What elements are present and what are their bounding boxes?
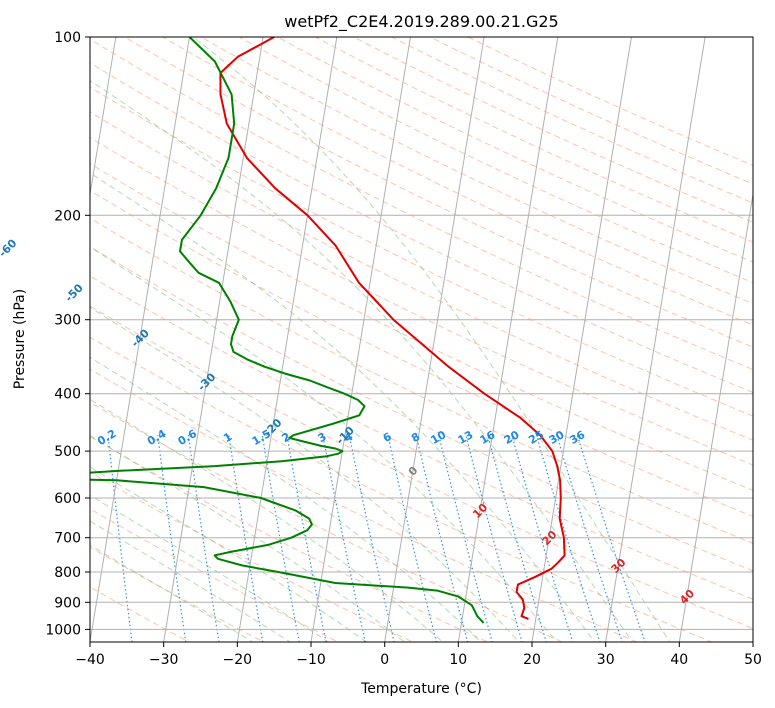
y-tick-label: 200 xyxy=(54,208,81,224)
dry-adiabat xyxy=(90,508,340,642)
series-layer xyxy=(90,37,566,624)
isotherm xyxy=(605,37,706,642)
mixing-ratio-line xyxy=(438,435,493,642)
isotherm xyxy=(457,37,559,642)
dry-adiabat xyxy=(90,163,753,491)
y-tick-label: 100 xyxy=(54,30,81,46)
dry-adiabat xyxy=(90,401,564,642)
moist-adiabat xyxy=(90,466,368,642)
mixing-ratio-line xyxy=(261,435,300,642)
x-axis-label: Temperature (°C) xyxy=(360,681,482,697)
isotherm xyxy=(310,37,411,642)
dry-adiabat xyxy=(90,275,753,600)
y-tick-label: 900 xyxy=(54,595,81,611)
isotherm xyxy=(531,37,632,642)
mixing-ratio-line xyxy=(157,435,187,642)
y-tick-label: 700 xyxy=(54,531,81,547)
y-tick-label: 500 xyxy=(54,444,81,460)
y-tick-label: 400 xyxy=(54,387,81,403)
moist-adiabat xyxy=(90,520,292,642)
x-tick-label: −10 xyxy=(296,652,326,668)
dry-adiabat xyxy=(199,37,753,305)
moist-adiabat xyxy=(90,246,558,642)
x-tick-label: −30 xyxy=(149,652,179,668)
y-axis-label: Pressure (hPa) xyxy=(12,289,28,389)
y-tick-label: 300 xyxy=(54,313,81,329)
temperature-line xyxy=(219,37,566,620)
mixing-ratio-line xyxy=(387,435,438,642)
moist-adiabat xyxy=(90,172,596,642)
y-tick-label: 1000 xyxy=(45,622,81,638)
dry-adiabat xyxy=(90,471,415,642)
dry-adiabat xyxy=(90,217,753,544)
mixing-ratio-line xyxy=(348,435,395,642)
dry-adiabat xyxy=(123,37,753,348)
x-tick-label: 10 xyxy=(449,652,467,668)
x-axis: −40 −30 −20 −10 0 10 20 30 40 50 xyxy=(75,642,762,668)
mixing-ratio-line xyxy=(415,435,469,642)
background-lines xyxy=(90,37,753,642)
moist-adiabat xyxy=(90,398,444,642)
chart-title: wetPf2_C2E4.2019.289.00.21.G25 xyxy=(284,12,558,32)
dry-adiabat xyxy=(90,305,753,630)
dry-adiabat xyxy=(90,436,489,642)
x-tick-label: 0 xyxy=(380,652,389,668)
mixing-ratio-line xyxy=(465,435,523,642)
x-tick-label: −40 xyxy=(75,652,105,668)
x-tick-label: 30 xyxy=(597,652,615,668)
dry-adiabat xyxy=(90,136,753,466)
dry-adiabat xyxy=(90,38,753,371)
moist-adiabat xyxy=(192,37,671,642)
moist-adiabat xyxy=(90,80,633,642)
isotherm xyxy=(384,37,485,642)
isotherm xyxy=(163,37,264,642)
plot-frame xyxy=(89,36,754,643)
x-tick-label: 40 xyxy=(670,652,688,668)
moist-adiabat xyxy=(90,356,482,642)
x-tick-label: 20 xyxy=(523,652,541,668)
x-tick-label: 50 xyxy=(744,652,762,668)
isotherm xyxy=(678,191,753,642)
isotherm xyxy=(90,37,190,642)
mixing-ratio-line xyxy=(576,435,646,642)
mixing-ratio-line xyxy=(286,435,327,642)
isotherm xyxy=(90,37,117,198)
y-axis: 1000 900 800 700 600 500 400 300 200 100 xyxy=(45,30,90,638)
dry-adiabat xyxy=(90,86,753,417)
plot-area xyxy=(90,37,753,642)
y-tick-label: 800 xyxy=(54,565,81,581)
mixing-ratio-line xyxy=(322,435,366,642)
dry-adiabat xyxy=(90,546,265,642)
dewpoint-line xyxy=(90,37,485,624)
moist-adiabat xyxy=(90,544,254,642)
y-tick-label: 600 xyxy=(54,491,81,507)
mixing-ratio-line xyxy=(107,435,133,642)
isotherm xyxy=(236,37,338,642)
dry-adiabat xyxy=(90,336,714,642)
x-tick-label: −20 xyxy=(223,652,253,668)
